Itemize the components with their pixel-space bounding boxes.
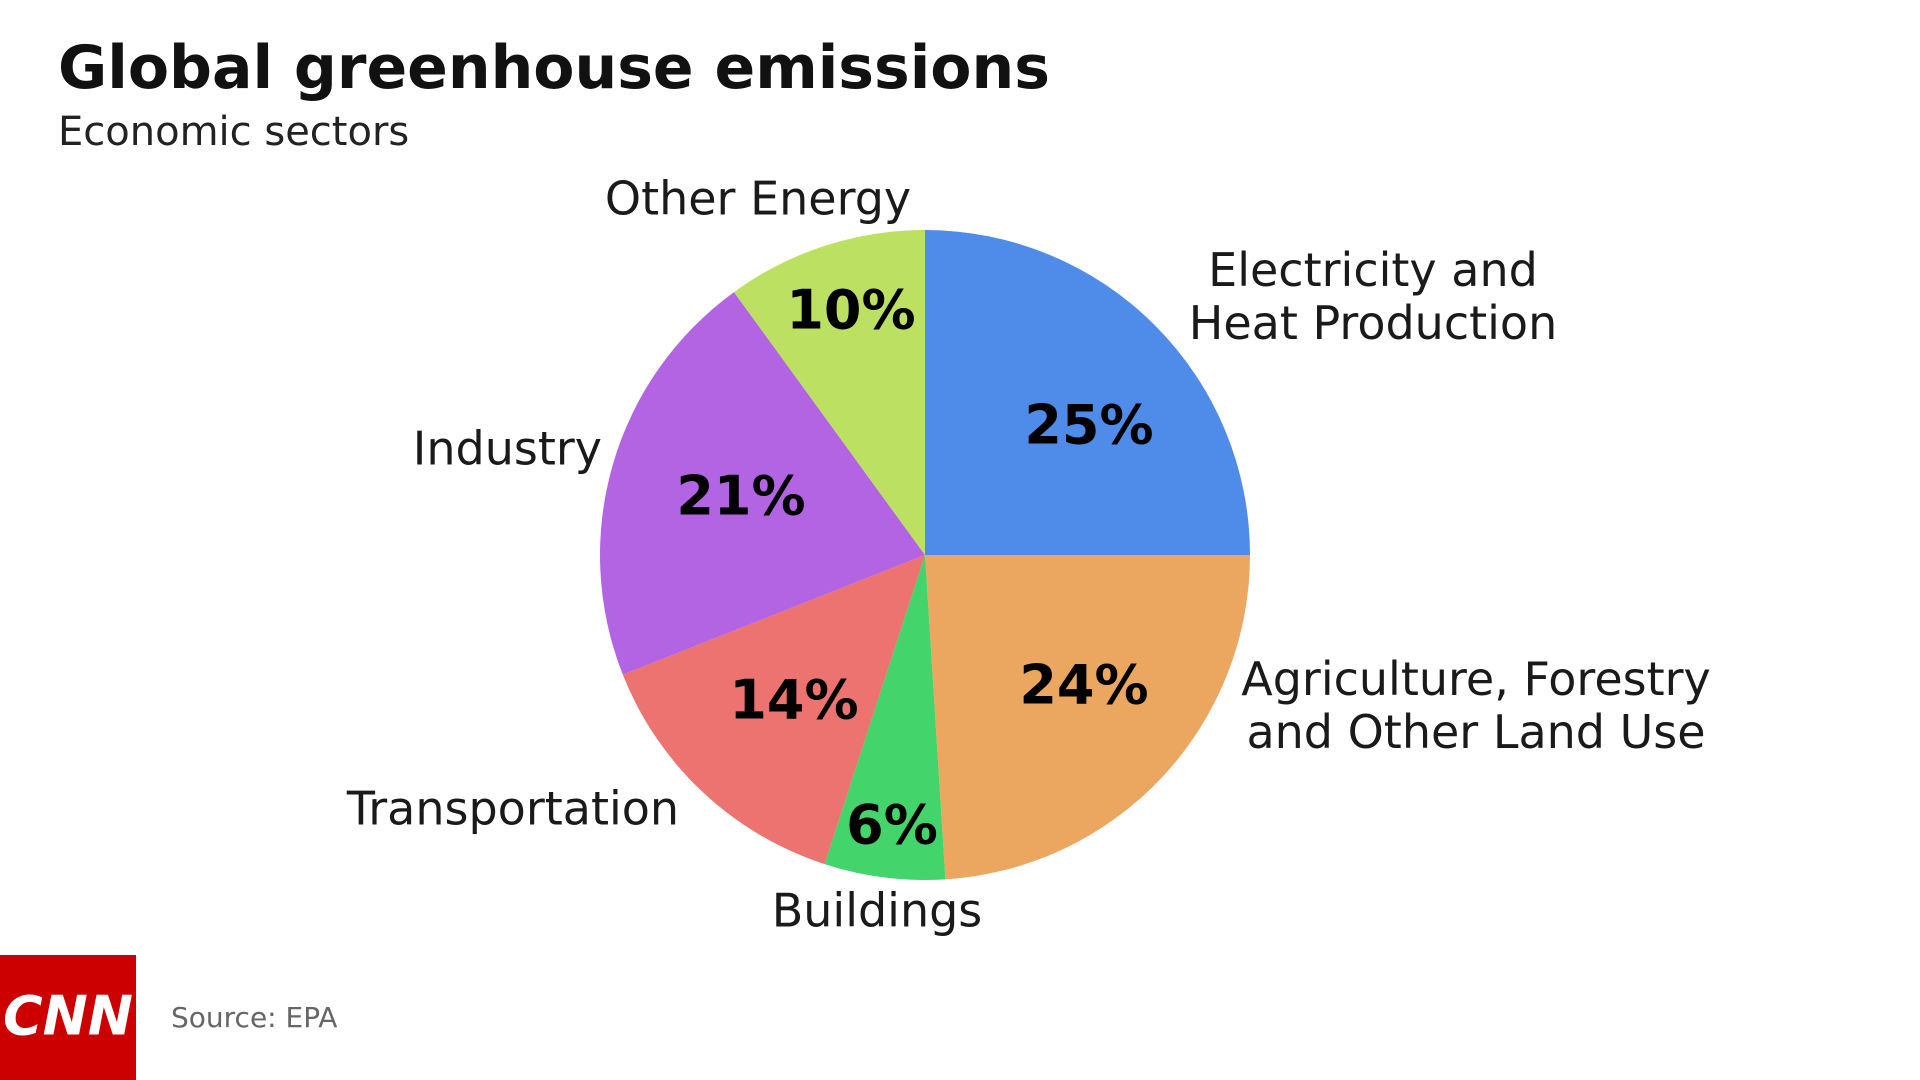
slice-label: Other Energy — [605, 172, 911, 226]
chart-title: Global greenhouse emissions — [58, 33, 1050, 103]
logo-box — [0, 955, 136, 1080]
value-label: 6% — [846, 794, 938, 857]
chart-subtitle: Economic sectors — [58, 109, 409, 155]
slice-label: Buildings — [772, 884, 983, 938]
value-label: 10% — [786, 279, 915, 342]
pie-slice — [600, 292, 925, 675]
pie-slice — [824, 555, 946, 880]
value-label: 21% — [676, 465, 805, 528]
slice-label: Industry — [413, 422, 602, 476]
source: Source: EPA — [171, 1001, 337, 1034]
slice-label: Electricity and Heat Production — [1189, 243, 1557, 350]
slice-label: Transportation — [346, 782, 679, 836]
pie-slice — [733, 230, 925, 555]
value-label: 25% — [1024, 394, 1153, 457]
pie-slice — [925, 555, 1250, 880]
logo: CNN — [3, 985, 133, 1048]
pie-slice — [622, 555, 925, 865]
slice-label: Agriculture, Forestry and Other Land Use — [1241, 652, 1711, 759]
value-label: 24% — [1019, 654, 1148, 717]
value-label: 14% — [729, 669, 858, 732]
pie-slice — [925, 230, 1250, 555]
